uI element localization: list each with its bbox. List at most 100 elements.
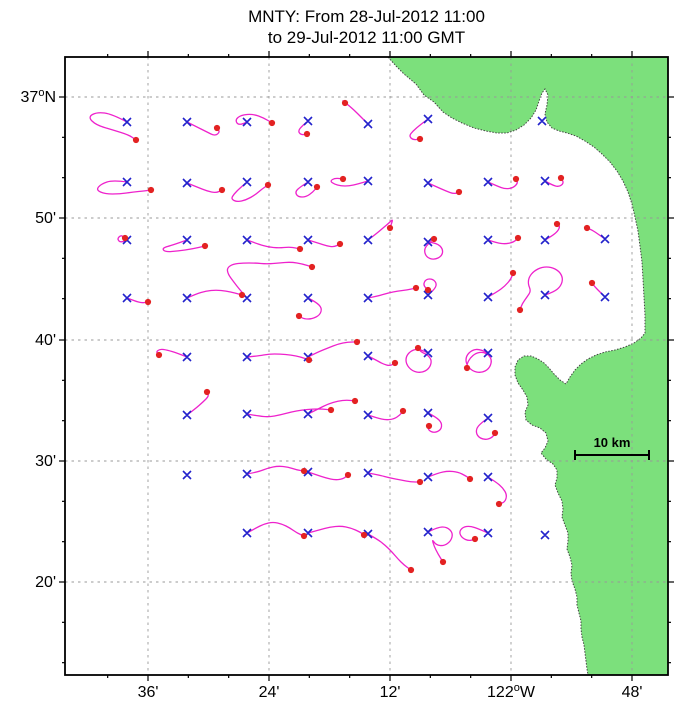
grid-marker-x [122, 114, 610, 540]
trajectory-path [231, 181, 269, 203]
x-tick-label: 122oW [487, 682, 536, 701]
trajectory-end-dot [313, 183, 321, 191]
trajectory-end-dot [509, 269, 517, 277]
trajectory-path [487, 476, 507, 505]
trajectory-end-dot [300, 467, 308, 475]
trajectory-end-dot [132, 136, 140, 144]
y-tick-label: 30' [35, 453, 56, 470]
trajectory-end-dot [303, 130, 311, 138]
figure-title-line1: MNTY: From 28-Jul-2012 11:00 [248, 7, 485, 26]
land-polygon [386, 56, 669, 676]
trajectory-path [89, 112, 137, 141]
trajectory-path [487, 272, 514, 298]
trajectory-end-dot [416, 135, 424, 143]
trajectory-path [475, 417, 496, 440]
trajectory-end-dot [416, 478, 424, 486]
trajectory-path [427, 470, 471, 480]
y-tick-label: 20' [35, 574, 56, 591]
trajectory-path [295, 181, 318, 198]
trajectory-end-dot [407, 566, 415, 574]
trajectory-path [367, 355, 396, 367]
trajectory-end-dot [463, 364, 471, 372]
trajectory-path [423, 278, 437, 296]
trajectory-end-dot [412, 284, 420, 292]
trajectory-path [367, 287, 417, 299]
trajectory-end-dot [296, 245, 304, 253]
trajectory-end-dot [588, 279, 596, 287]
trajectory-end-dot [557, 174, 565, 182]
trajectory-path [246, 408, 332, 418]
trajectory-end-dot [360, 531, 368, 539]
trajectory-end-dot [305, 356, 313, 364]
trajectory-path [459, 525, 489, 542]
trajectory-path [307, 399, 356, 415]
scale-bar-label: 10 km [594, 435, 631, 450]
trajectory-end-dot [514, 234, 522, 242]
trajectory-path [519, 266, 563, 311]
trajectory-end-dot [391, 359, 399, 367]
trajectory-path [246, 353, 310, 361]
trajectory-end-dot [455, 188, 463, 196]
trajectory-end-dot [553, 220, 561, 228]
trajectory-end-dot [466, 475, 474, 483]
trajectory-path [307, 341, 358, 358]
trajectory-end-dot [339, 175, 347, 183]
trajectory-end-dot [439, 558, 447, 566]
trajectory-end-dot [155, 351, 163, 359]
trajectory-path [246, 521, 305, 537]
trajectory-path [117, 235, 128, 243]
trajectory-path [367, 533, 412, 571]
figure-title: MNTY: From 28-Jul-2012 11:00 to 29-Jul-2… [65, 6, 668, 48]
trajectory-path [367, 410, 404, 421]
trajectory-path [307, 525, 365, 536]
trajectory-path [126, 297, 149, 304]
trajectory-path [307, 239, 341, 248]
trajectory-path [487, 178, 518, 190]
trajectory-end-dot [386, 224, 394, 232]
trajectory-end-dot [147, 186, 155, 194]
trajectory-end-dot [341, 99, 349, 107]
trajectory-path [367, 219, 393, 241]
trajectory-end-dot [121, 234, 129, 242]
trajectory-path [405, 347, 432, 373]
trajectory-end-dot [213, 124, 221, 132]
trajectory-path [186, 289, 243, 299]
trajectory-end-dot [203, 388, 211, 396]
trajectory-end-dot [414, 344, 422, 352]
trajectory-path [427, 412, 443, 433]
plot-border [64, 56, 669, 676]
trajectory-path [427, 526, 453, 563]
figure-title-line2: to 29-Jul-2012 11:00 GMT [267, 28, 466, 47]
trajectory-path [162, 239, 206, 253]
trajectory-path [96, 180, 152, 195]
trajectory-path [246, 239, 301, 250]
trajectory-end-dot [516, 306, 524, 314]
trajectory-end-dot [295, 312, 303, 320]
trajectory-end-dot [268, 119, 276, 127]
trajectory-end-dot [344, 471, 352, 479]
trajectory-path [487, 237, 519, 245]
trajectory-path [427, 182, 460, 195]
y-tick-label: 37oN [21, 87, 56, 106]
trajectory-end-dot [264, 181, 272, 189]
trajectory-path [330, 177, 369, 187]
x-tick-label: 48' [622, 684, 643, 701]
y-tick-label: 40' [35, 332, 56, 349]
trajectory-end-dot [300, 532, 308, 540]
trajectory-end-dot [495, 500, 503, 508]
trajectory-path [424, 238, 444, 260]
trajectory-path [586, 227, 606, 240]
trajectory-path [226, 261, 313, 299]
trajectory-path [186, 391, 209, 416]
trajectory-end-dot [336, 240, 344, 248]
trajectory-end-dot [491, 429, 499, 437]
trajectory-path [156, 348, 188, 358]
y-tick-label: 50' [35, 210, 56, 227]
trajectory-end-dot [201, 242, 209, 250]
trajectory-end-dot [144, 298, 152, 306]
trajectory-end-dot [512, 175, 520, 183]
trajectory-path [544, 177, 564, 187]
trajectory-path [367, 472, 421, 483]
